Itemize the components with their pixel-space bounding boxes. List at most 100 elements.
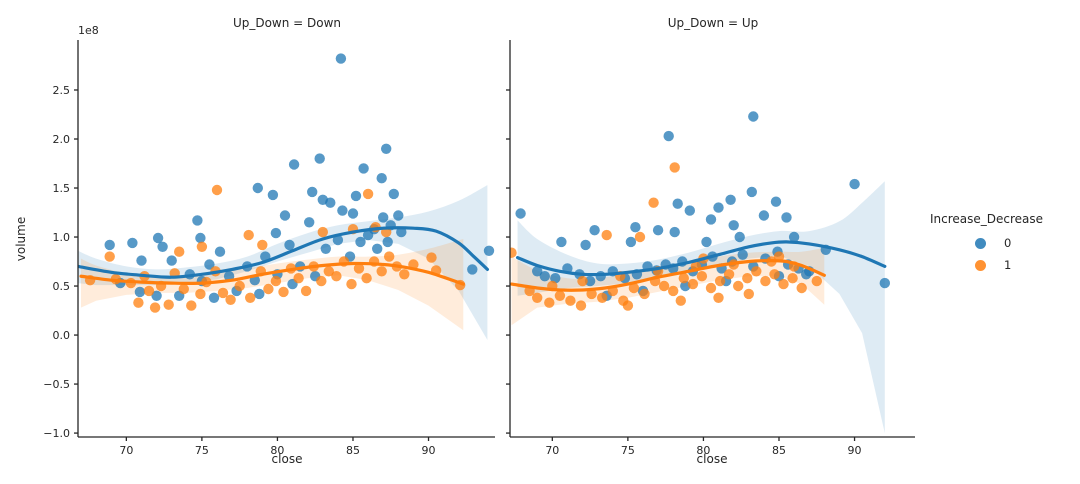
scatter-point	[849, 178, 860, 190]
legend-item-1: 1	[930, 254, 1043, 276]
scatter-point	[787, 273, 798, 284]
scatter-point	[746, 186, 757, 198]
scatter-point	[879, 277, 890, 289]
scatter-point	[556, 236, 567, 248]
scatter-point	[195, 288, 206, 300]
scatter-point	[225, 294, 236, 305]
y-tick-label: 0.0	[53, 329, 71, 342]
x-tick-label: 85	[772, 444, 786, 457]
scatter-point	[725, 194, 736, 205]
scatter-point	[133, 297, 144, 308]
x-tick-label: 70	[119, 444, 133, 457]
scatter-point	[811, 275, 822, 287]
scatter-point	[426, 252, 437, 263]
scatter-point	[134, 286, 146, 298]
y-axis-offset-text: 1e8	[78, 24, 99, 37]
x-tick-label: 80	[696, 444, 710, 457]
legend-item-0: 0	[930, 232, 1043, 254]
scatter-point	[204, 259, 215, 270]
scatter-point	[384, 251, 395, 262]
scatter-point	[323, 266, 334, 277]
scatter-point	[743, 288, 754, 300]
scatter-point	[589, 225, 600, 236]
scatter-point	[163, 299, 174, 310]
ci-band-series-1	[81, 239, 464, 331]
scatter-point	[186, 300, 197, 311]
scatter-point	[347, 208, 359, 219]
x-tick-label: 80	[270, 444, 284, 457]
scatter-point	[675, 295, 686, 306]
scatter-point	[705, 214, 717, 225]
scatter-point	[252, 182, 263, 194]
scatter-point	[381, 143, 392, 154]
legend-marker-icon	[975, 237, 986, 249]
x-axis-label-right: close	[696, 452, 728, 466]
scatter-point	[733, 280, 744, 292]
scatter-point	[279, 210, 291, 221]
scatter-point	[243, 229, 254, 241]
scatter-point	[254, 288, 265, 300]
scatter-point	[669, 162, 680, 173]
y-axis-label: volume	[14, 216, 28, 262]
scatter-point	[770, 196, 782, 207]
scatter-point	[245, 292, 256, 303]
scatter-point	[742, 273, 753, 284]
scatter-point	[196, 241, 208, 252]
scatter-point	[288, 159, 300, 170]
scatter-point	[532, 292, 543, 303]
scatter-point	[713, 292, 724, 303]
scatter-point	[584, 275, 596, 287]
y-tick-label: −0.5	[43, 378, 70, 391]
scatter-point	[510, 247, 517, 258]
y-tick-label: 2.0	[53, 133, 71, 146]
regression-line-series-0	[515, 240, 887, 277]
scatter-point	[307, 186, 318, 198]
regression-line-series-1	[79, 261, 465, 286]
scatter-point	[634, 231, 646, 243]
scatter-point	[178, 283, 189, 295]
scatter-point	[358, 163, 369, 174]
scatter-point	[174, 246, 185, 257]
scatter-point	[157, 241, 168, 252]
scatter-point	[601, 229, 612, 241]
scatter-point	[214, 246, 226, 257]
facet-title-up: Up_Down = Up	[667, 16, 759, 30]
scatter-point	[393, 210, 404, 221]
x-axis-label-left: close	[271, 452, 303, 466]
scatter-point	[149, 302, 161, 313]
scatter-point	[267, 189, 279, 201]
scatter-point	[575, 300, 587, 311]
y-tick-label: 1.5	[53, 182, 71, 195]
legend-item-label: 0	[1004, 236, 1012, 250]
scatter-point	[346, 278, 357, 290]
scatter-point	[796, 282, 807, 294]
scatter-point	[577, 275, 588, 287]
scatter-point	[701, 236, 712, 248]
scatter-point	[399, 269, 410, 280]
scatter-point	[788, 231, 800, 243]
scatter-point	[544, 297, 555, 308]
scatter-point	[781, 212, 792, 223]
scatter-point	[332, 234, 344, 246]
y-tick-label: −1.0	[43, 427, 70, 440]
scatter-point	[376, 266, 387, 277]
scatter-point	[300, 285, 312, 297]
scatter-point	[378, 212, 389, 223]
scatter-point	[515, 208, 526, 219]
scatter-point	[751, 266, 762, 277]
x-tick-label: 75	[621, 444, 635, 457]
scatter-point	[639, 288, 650, 300]
scatter-point	[396, 226, 407, 238]
scatter-point	[304, 217, 315, 228]
scatter-point	[658, 280, 670, 292]
scatter-point	[257, 239, 268, 251]
scatter-point	[151, 290, 162, 301]
scatter-point	[580, 239, 591, 251]
scatter-point	[684, 205, 695, 216]
y-tick-label: 0.5	[53, 280, 71, 293]
scatter-point	[143, 285, 155, 297]
scatter-point	[388, 188, 399, 200]
scatter-point	[769, 269, 780, 280]
